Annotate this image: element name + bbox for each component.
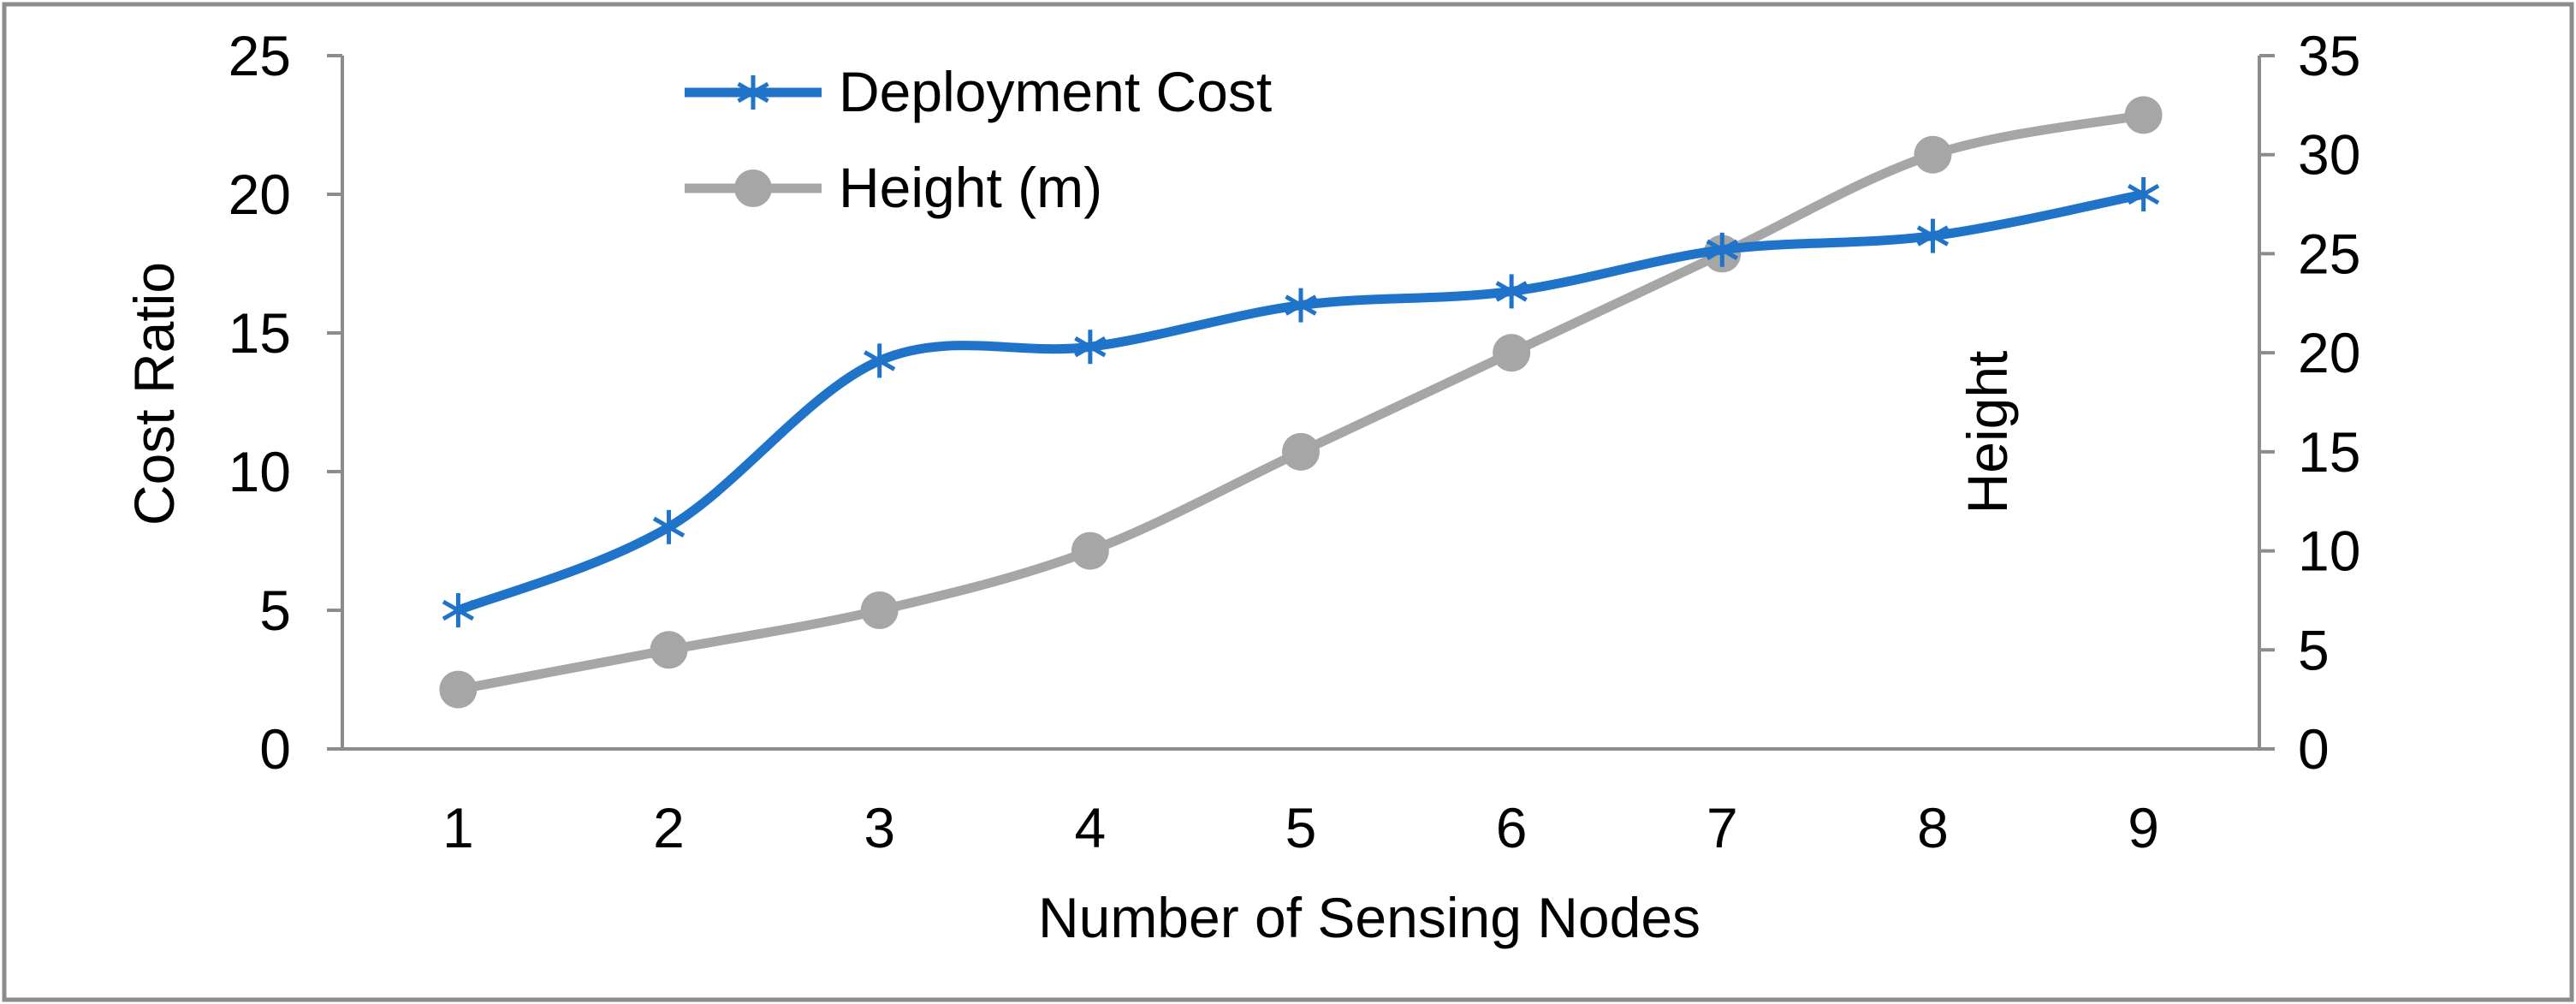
y-tick-label: 5 — [259, 579, 291, 642]
y2-tick-label: 25 — [2298, 222, 2360, 285]
y-tick-label: 10 — [229, 440, 291, 503]
legend-marker-height-shape — [734, 169, 772, 207]
legend: Deployment Cost Height (m) — [685, 60, 1272, 219]
data-point-deployment-cost — [1285, 288, 1317, 323]
data-point-deployment-cost — [442, 593, 475, 627]
y-tick-label: 0 — [259, 717, 291, 781]
x-tick-label: 6 — [1496, 796, 1528, 859]
data-point-deployment-cost — [864, 343, 896, 378]
y2-tick-label: 30 — [2298, 123, 2360, 187]
x-axis-title: Number of Sensing Nodes — [1038, 886, 1701, 949]
legend-marker-height — [734, 169, 772, 207]
x-tick-label: 7 — [1706, 796, 1738, 859]
series-layer — [439, 96, 2163, 709]
data-point-height — [1493, 334, 1531, 372]
y-axis-title: Cost Ratio — [122, 262, 186, 526]
data-point-deployment-cost — [1074, 330, 1107, 365]
series-line-deployment-cost — [456, 189, 2145, 615]
y2-tick-label: 20 — [2298, 321, 2360, 384]
y2-tick-label: 15 — [2298, 420, 2360, 484]
data-point-height — [1914, 135, 1952, 174]
series-height — [439, 96, 2163, 709]
legend-marker-deployment-cost — [737, 75, 769, 110]
y2-axis-title: Height — [1956, 351, 2019, 514]
data-point-deployment-cost — [2127, 177, 2160, 211]
legend-label-deployment-cost: Deployment Cost — [839, 60, 1272, 123]
y-tick-label: 15 — [229, 301, 291, 365]
data-point-height — [2124, 96, 2163, 134]
data-point-height — [860, 591, 899, 629]
y2-tick-label: 35 — [2298, 24, 2360, 87]
x-tick-label: 4 — [1074, 796, 1106, 859]
data-point-deployment-cost — [652, 509, 686, 544]
data-point-height — [1071, 532, 1109, 570]
legend-label-height: Height (m) — [839, 156, 1102, 219]
x-tick-label: 9 — [2128, 796, 2159, 859]
y2-tick-label: 0 — [2298, 717, 2330, 781]
data-point-deployment-cost — [1495, 274, 1528, 309]
y2-tick-label: 5 — [2298, 618, 2330, 681]
axes: 0 5 10 15 20 25 0 5 10 15 20 25 30 35 1 2 3 4 5 6 7 8 9 — [229, 24, 2361, 859]
x-tick-label: 3 — [864, 796, 895, 859]
x-tick-label: 1 — [442, 796, 474, 859]
series-deployment-cost — [442, 177, 2160, 627]
x-tick-label: 8 — [1917, 796, 1949, 859]
legend-marker-deployment-cost-shape — [737, 75, 769, 110]
x-tick-label: 5 — [1285, 796, 1317, 859]
data-point-deployment-cost — [1916, 218, 1950, 253]
data-point-height — [650, 631, 688, 669]
data-point-deployment-cost — [1706, 232, 1738, 267]
y-tick-label: 20 — [229, 163, 291, 226]
y2-tick-label: 10 — [2298, 520, 2360, 583]
x-tick-label: 2 — [653, 796, 685, 859]
data-point-height — [439, 670, 478, 709]
y-tick-label: 25 — [229, 24, 291, 87]
data-point-height — [1282, 432, 1320, 471]
